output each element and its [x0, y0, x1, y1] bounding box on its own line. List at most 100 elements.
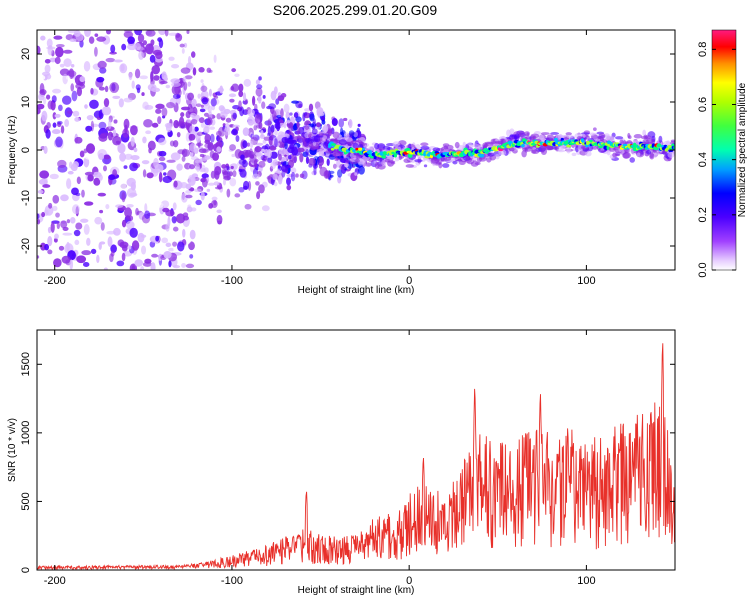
- spectrogram-cell: [550, 132, 560, 135]
- spectrogram-cell: [128, 215, 134, 222]
- spectrogram-cell: [258, 184, 265, 194]
- spectrogram-cell: [454, 141, 460, 149]
- spectrogram-cell: [358, 165, 365, 175]
- spectrogram-cell: [83, 223, 90, 235]
- spectrogram-cell: [311, 128, 318, 135]
- spectrogram-cell: [229, 98, 235, 103]
- spectrogram-cell: [540, 132, 550, 135]
- spectrogram-cell: [97, 60, 107, 69]
- spectrogram-cell: [452, 160, 458, 165]
- spectrogram-cell: [123, 118, 130, 130]
- spectrogram-cell: [244, 203, 252, 210]
- spectrogram-cell: [277, 95, 285, 102]
- colorbar-tick-label: 0.0: [697, 262, 709, 277]
- spectrogram-cell: [277, 153, 282, 161]
- spectrogram-cell: [353, 155, 357, 160]
- spectrogram-cell: [129, 162, 138, 172]
- spectrogram-cell: [277, 174, 283, 185]
- spectrogram-cell: [185, 194, 193, 199]
- spectrogram-cell: [608, 147, 616, 152]
- spectrogram-cell: [180, 106, 191, 111]
- spectrogram-cell: [210, 170, 216, 179]
- spectrogram-cell: [299, 152, 304, 163]
- spectrogram-cell: [142, 169, 147, 178]
- spectrogram-cell: [149, 54, 156, 63]
- spectrogram-cell: [238, 168, 243, 172]
- spectrogram-cell: [40, 35, 46, 41]
- spectrogram-cell: [260, 129, 264, 137]
- spectrogram-cell: [329, 138, 338, 142]
- spectrogram-cell: [194, 126, 199, 132]
- spectrogram-cell: [74, 116, 80, 122]
- spectrogram-cell: [598, 145, 603, 149]
- spectrogram-cell: [136, 46, 144, 51]
- spectrogram-cell: [196, 131, 204, 136]
- spectrogram-cell: [262, 139, 267, 144]
- spectrogram-cell: [509, 147, 515, 152]
- spectrogram-cell: [109, 51, 117, 55]
- spectrogram-cell: [200, 122, 205, 128]
- spectrogram-cell: [151, 122, 159, 128]
- spectrogram-cell: [414, 159, 423, 163]
- spectrogram-cell: [175, 213, 186, 224]
- spectrogram-cell: [165, 209, 175, 217]
- spectrogram-cell: [633, 151, 642, 154]
- spectrogram-cell: [96, 36, 107, 42]
- spectrogram-cell: [164, 30, 169, 37]
- spectrogram-cell: [38, 75, 46, 81]
- spectrogram-cell: [131, 240, 140, 251]
- spectrogram-cell: [124, 216, 130, 220]
- spectrogram-cell: [143, 118, 153, 128]
- spectrogram-cell: [103, 98, 110, 108]
- spectrogram-cell: [183, 81, 188, 91]
- spectrogram-cell: [79, 76, 86, 83]
- spectrogram-cell: [185, 132, 190, 142]
- spectrogram-cell: [316, 107, 324, 116]
- spectrogram-cell: [261, 205, 270, 212]
- spectrogram-cell: [86, 115, 94, 121]
- spectrogram-cell: [166, 159, 176, 163]
- spectrogram-cell: [147, 83, 157, 91]
- spectrogram-cell: [565, 132, 572, 136]
- spectrogram-cell: [110, 44, 116, 54]
- spectrogram-cell: [180, 112, 185, 117]
- spectrogram-cell: [146, 172, 154, 179]
- spectrogram-cell: [151, 65, 161, 75]
- spectrogram-cell: [182, 215, 189, 221]
- colorbar-gradient: [712, 30, 736, 270]
- spectrogram-cell: [37, 255, 40, 259]
- spectrogram-cell: [153, 157, 159, 169]
- snr-x-tick-label: 0: [406, 575, 412, 587]
- spectrogram-cell: [172, 265, 181, 269]
- spectrogram-cell: [103, 165, 107, 172]
- spectrogram-cell: [52, 205, 58, 212]
- spectrogram-cell: [130, 125, 138, 136]
- spectrogram-cell: [582, 134, 586, 138]
- spectrogram-cell: [37, 189, 44, 194]
- spectrogram-cell: [297, 147, 305, 153]
- spectrogram-cell: [45, 94, 51, 100]
- spectrogram-cell: [118, 98, 124, 108]
- spectrogram-cell: [127, 43, 137, 51]
- spectrogram-cell: [198, 148, 207, 153]
- spectrogram-cell: [131, 80, 135, 89]
- spectrogram-cell: [168, 56, 175, 61]
- spectrogram-cell: [46, 121, 51, 129]
- spectrogram-cell: [290, 167, 297, 174]
- spectrogram-cell: [229, 144, 237, 151]
- spectrogram-cell: [232, 112, 238, 120]
- spectrogram-cell: [94, 33, 99, 38]
- snr-y-label: SNR (10 * v/v): [7, 418, 18, 482]
- snr-y-ticks: 0 500 1000 1500: [20, 352, 675, 573]
- spectrogram-cell: [81, 189, 85, 198]
- spectrogram-cell: [37, 218, 41, 225]
- spectrogram-cell: [185, 110, 191, 119]
- spectrogram-cell: [606, 135, 615, 142]
- spectrogram-cell: [84, 30, 91, 37]
- spectrogram-x-label: Height of straight line (km): [298, 285, 415, 296]
- spectrogram-cell: [64, 119, 70, 127]
- spectrogram-cell: [228, 93, 237, 98]
- spectrogram-cell: [169, 140, 175, 147]
